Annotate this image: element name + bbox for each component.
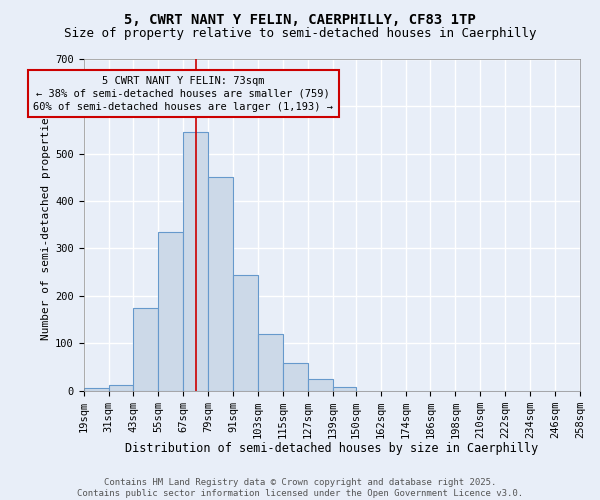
Bar: [83, 388, 109, 390]
Bar: [208, 178, 233, 390]
Y-axis label: Number of semi-detached properties: Number of semi-detached properties: [41, 110, 51, 340]
Bar: [109, 385, 133, 390]
Text: 5 CWRT NANT Y FELIN: 73sqm
← 38% of semi-detached houses are smaller (759)
60% o: 5 CWRT NANT Y FELIN: 73sqm ← 38% of semi…: [34, 76, 334, 112]
Text: 5, CWRT NANT Y FELIN, CAERPHILLY, CF83 1TP: 5, CWRT NANT Y FELIN, CAERPHILLY, CF83 1…: [124, 12, 476, 26]
Bar: [133, 308, 158, 390]
X-axis label: Distribution of semi-detached houses by size in Caerphilly: Distribution of semi-detached houses by …: [125, 442, 538, 455]
Bar: [233, 274, 258, 390]
Text: Contains HM Land Registry data © Crown copyright and database right 2025.
Contai: Contains HM Land Registry data © Crown c…: [77, 478, 523, 498]
Bar: [258, 334, 283, 390]
Bar: [308, 379, 333, 390]
Bar: [283, 363, 308, 390]
Bar: [184, 132, 208, 390]
Text: Size of property relative to semi-detached houses in Caerphilly: Size of property relative to semi-detach…: [64, 28, 536, 40]
Bar: [158, 232, 184, 390]
Bar: [333, 387, 356, 390]
